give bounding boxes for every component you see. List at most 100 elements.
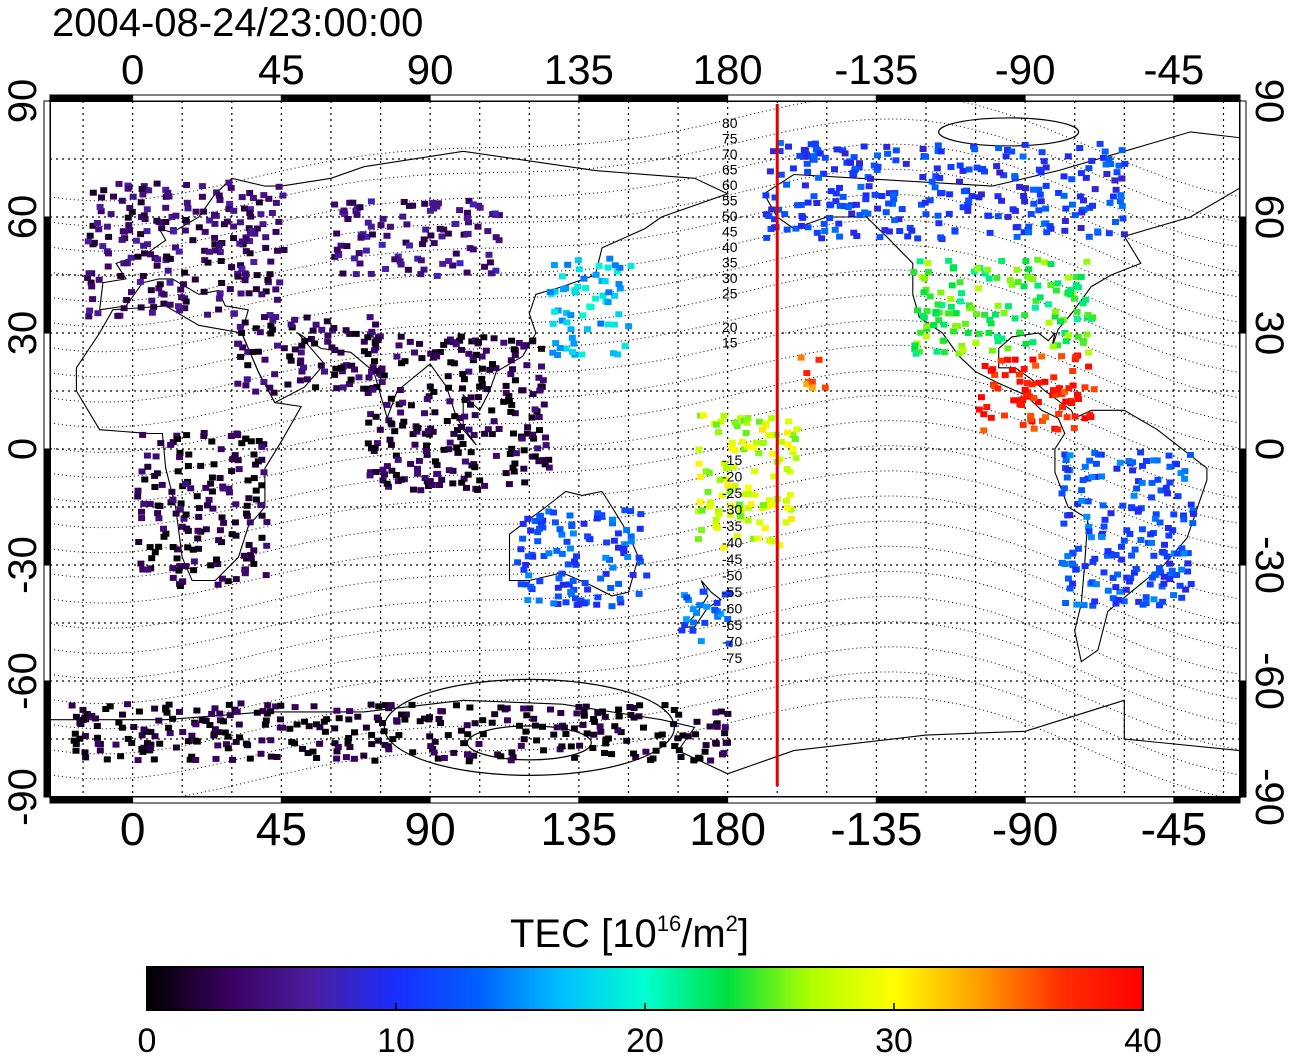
tec-pixel [242,435,250,442]
tec-pixel [99,243,107,250]
tec-pixel [542,434,549,441]
tec-pixel [1173,550,1181,557]
tec-pixel [1051,308,1059,315]
tec-pixel [1132,566,1140,572]
tec-pixel [1119,502,1127,509]
tec-pixel [158,225,166,232]
tec-pixel [431,409,439,416]
tec-pixel [559,581,567,588]
tec-pixel [1156,602,1163,609]
tec-pixel [793,426,801,433]
contour-label: -60 [722,601,742,617]
tec-pixel [474,223,482,230]
tec-pixel [728,439,736,446]
tec-pixel [174,436,181,442]
tec-pixel [303,376,311,383]
tec-pixel [342,754,350,761]
tec-pixel [261,314,268,321]
tec-pixel [284,381,292,388]
tec-pixel [761,525,769,532]
tec-pixel [169,715,177,722]
tec-pixel [535,374,543,381]
tec-pixel [176,449,184,456]
tec-pixel [1069,201,1076,208]
tec-pixel [461,458,469,465]
tec-pixel [94,310,102,317]
tec-pixel [255,199,263,206]
tec-pixel [367,411,375,418]
tec-pixel [1051,313,1059,320]
tec-pixel [124,185,132,192]
tec-pixel [862,196,870,203]
tec-pixel [383,480,391,487]
tec-pixel [950,264,958,271]
tec-pixel [521,479,529,486]
tec-pixel [190,567,198,574]
tec-pixel [324,332,332,339]
tec-pixel [422,448,430,454]
tec-pixel [914,235,922,242]
tec-pixel [137,560,145,567]
tec-pixel [180,281,187,288]
tec-pixel [137,231,145,238]
tec-pixel [730,463,737,470]
lat-tick-label-right: 90 [1247,79,1291,124]
tec-pixel [1150,552,1158,559]
contour-label: -50 [722,568,742,584]
tec-pixel [737,415,744,422]
tec-pixel [635,554,643,561]
tec-pixel [956,298,964,305]
tec-pixel [674,735,682,742]
tec-pixel [486,366,494,373]
tec-pixel [517,546,525,553]
tec-pixel [551,288,559,295]
tec-pixel [987,320,995,327]
tec-pixel [397,409,405,416]
tec-pixel [411,441,419,448]
tec-pixel [857,183,865,190]
tec-pixel [362,724,370,731]
tec-pixel [952,323,960,329]
tec-pixel [83,711,91,718]
tec-pixel [230,235,238,242]
tec-pixel [437,708,445,715]
tec-pixel [311,340,319,347]
tec-pixel [146,500,154,507]
tec-pixel [994,333,1001,340]
tec-pixel [1074,333,1082,340]
tec-pixel [375,703,383,710]
tec-pixel [144,566,152,573]
tec-pixel [1060,520,1068,527]
tec-pixel [184,463,192,469]
tec-pixel [238,194,246,201]
tec-pixel [376,333,384,340]
tec-pixel [726,488,734,495]
lon-tick-label-top: -135 [834,46,918,93]
tec-pixel [937,234,945,241]
tec-pixel [696,499,704,505]
tec-pixel [1055,411,1063,417]
tec-pixel [595,263,603,269]
tec-pixel [520,705,528,712]
tec-pixel [1061,218,1069,224]
lat-tick-label-left: 0 [1,438,45,460]
tec-pixel [148,555,156,562]
tec-pixel [333,755,341,762]
tec-pixel [445,258,453,265]
tec-pixel [330,325,338,331]
lat-tick-label-right: -60 [1247,652,1291,710]
tec-pixel [1029,276,1037,283]
tec-pixel [1121,160,1129,167]
tec-pixel [874,205,882,212]
tec-pixel [504,717,511,724]
tec-pixel [816,150,824,157]
tec-pixel [460,740,468,747]
tec-pixel [386,223,394,230]
tec-pixel [1025,223,1033,230]
tec-pixel [152,453,160,460]
tec-pixel [138,732,146,739]
tec-pixel [246,206,254,213]
tec-pixel [1016,329,1024,336]
tec-pixel [1100,154,1107,161]
tec-pixel [370,347,378,354]
